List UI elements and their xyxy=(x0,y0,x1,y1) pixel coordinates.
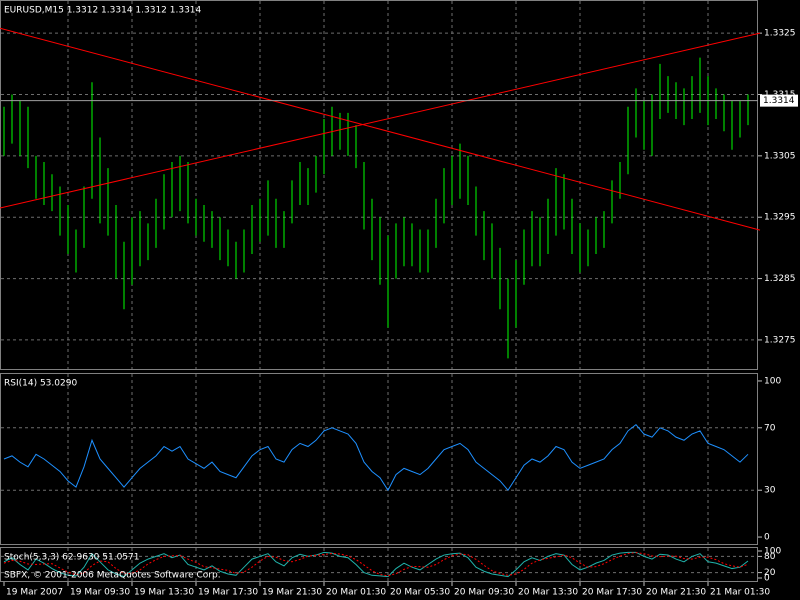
y-tick-label: 1.3305 xyxy=(764,151,796,161)
x-tick-label: 20 Mar 09:30 xyxy=(454,588,514,598)
copyright: SBFX, © 2001-2006 MetaQuotes Software Co… xyxy=(4,571,221,581)
x-tick-label: 19 Mar 2007 xyxy=(6,588,63,598)
y-tick-label: 30 xyxy=(764,486,776,496)
y-tick-label: 100 xyxy=(764,546,781,556)
x-tick-label: 19 Mar 17:30 xyxy=(198,588,258,598)
x-tick-label: 20 Mar 17:30 xyxy=(582,588,642,598)
panel-title: EURUSD,M15 1.3312 1.3314 1.3312 1.3314 xyxy=(4,6,202,16)
panel-title: RSI(14) 53.0290 xyxy=(4,379,77,389)
y-tick-label: 80 xyxy=(764,552,776,562)
x-tick-label: 20 Mar 21:30 xyxy=(646,588,706,598)
y-tick-label: 1.3325 xyxy=(764,29,796,39)
y-tick-label: 0 xyxy=(764,574,770,584)
current-price-label: 1.3314 xyxy=(763,96,795,106)
indicator-line xyxy=(3,552,749,577)
y-tick-label: 0 xyxy=(764,533,770,543)
panel-frame xyxy=(0,547,758,582)
x-tick-label: 19 Mar 13:30 xyxy=(134,588,194,598)
y-tick-label: 100 xyxy=(764,376,781,386)
panel-frame xyxy=(0,0,758,370)
trendline xyxy=(0,32,761,209)
panel-frame xyxy=(0,373,758,545)
indicator-line xyxy=(3,423,749,492)
x-tick-label: 21 Mar 01:30 xyxy=(710,588,770,598)
x-tick-label: 20 Mar 05:30 xyxy=(390,588,450,598)
y-tick-label: 1.3295 xyxy=(764,213,796,223)
x-tick-label: 19 Mar 21:30 xyxy=(262,588,322,598)
panel-title: Stoch(5,3,3) 62.9630 51.0571 xyxy=(4,553,139,563)
trendline xyxy=(0,27,761,231)
indicator-line xyxy=(3,551,749,578)
y-tick-label: 1.3285 xyxy=(764,274,796,284)
y-tick-label: 70 xyxy=(764,423,776,433)
x-tick-label: 20 Mar 01:30 xyxy=(326,588,386,598)
y-tick-label: 1.3275 xyxy=(764,335,796,345)
x-tick-label: 19 Mar 09:30 xyxy=(70,588,130,598)
x-tick-label: 20 Mar 13:30 xyxy=(518,588,578,598)
y-tick-label: 20 xyxy=(764,568,776,578)
current-price-box xyxy=(760,94,798,107)
